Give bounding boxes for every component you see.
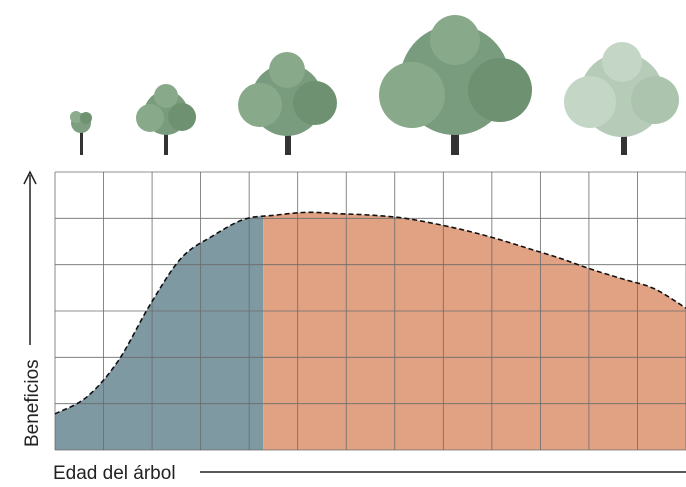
x-axis-label: Edad del árbol: [53, 463, 176, 484]
y-axis-arrow: [23, 170, 37, 345]
tree-stage-1-icon: [70, 111, 92, 155]
tree-illustrations: [70, 15, 679, 155]
tree-stage-3-icon: [238, 52, 337, 155]
y-axis-label: Beneficios: [22, 359, 43, 447]
tree-stage-2-icon: [136, 84, 196, 155]
tree-stage-4-icon: [379, 15, 532, 155]
plot-area: [54, 171, 686, 451]
tree-stage-5-icon: [564, 42, 679, 155]
